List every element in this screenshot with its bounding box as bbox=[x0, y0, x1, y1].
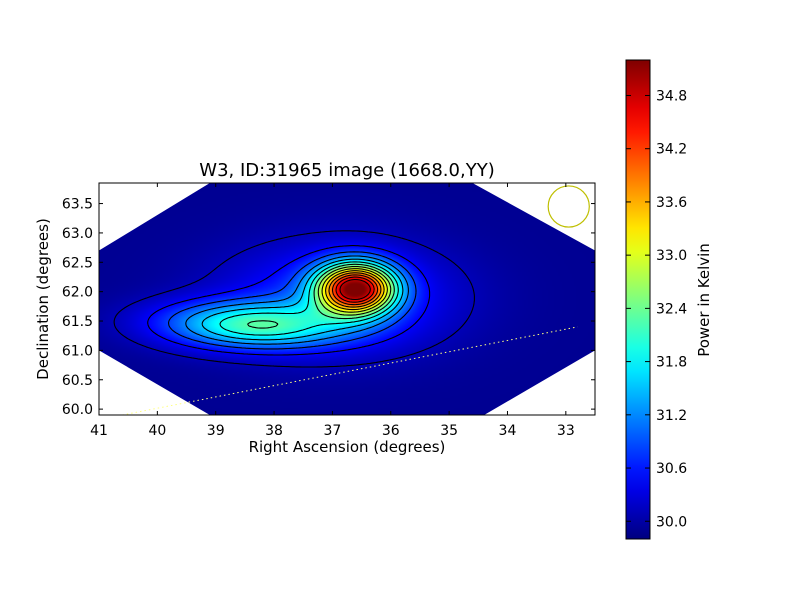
colorbar-tick-label: 30.6 bbox=[656, 461, 687, 477]
contour-level bbox=[321, 268, 388, 313]
x-tick-label: 37 bbox=[323, 423, 341, 439]
plot-area: 41 40 39 38 37 36 35 34 33 60.060.561.061.562.06… bbox=[62, 182, 596, 439]
colorbar-tick-label: 31.8 bbox=[656, 355, 687, 371]
intensity-map bbox=[99, 183, 595, 415]
contour-level bbox=[339, 279, 371, 301]
y-tick-label: 60.5 bbox=[62, 373, 93, 389]
chart-title: W3, ID:31965 image (1668.0,YY) bbox=[199, 160, 494, 181]
overlays bbox=[122, 185, 590, 415]
x-tick-label: 41 bbox=[90, 423, 108, 439]
colorbar-tick-label: 33.0 bbox=[656, 248, 687, 264]
colorbar-tick-label: 34.8 bbox=[656, 88, 687, 104]
y-tick-label: 61.5 bbox=[62, 314, 93, 330]
x-axis-label: Right Ascension (degrees) bbox=[249, 438, 446, 456]
galactic-plane-line bbox=[122, 326, 578, 415]
contour-level bbox=[219, 261, 399, 336]
y-tick-label: 62.5 bbox=[62, 255, 93, 271]
y-tick-label: 63.5 bbox=[62, 197, 93, 213]
contour-level bbox=[325, 270, 385, 311]
x-axis: 41 40 39 38 37 36 35 34 33 bbox=[90, 183, 575, 439]
x-tick-label: 39 bbox=[207, 423, 225, 439]
colorbar-bar bbox=[625, 59, 651, 540]
contour-level bbox=[185, 255, 409, 345]
contour-level bbox=[331, 274, 379, 306]
x-tick-label: 34 bbox=[499, 423, 517, 439]
contour-level bbox=[328, 272, 382, 308]
x-tick-label: 33 bbox=[557, 423, 575, 439]
x-tick-label: 35 bbox=[440, 423, 458, 439]
colorbar: 30.0 30.6 31.2 31.8 32.4 33.0 33.6 34.2 34.8 Pow… bbox=[625, 59, 713, 540]
contour-lines bbox=[113, 230, 475, 368]
x-tick-label: 36 bbox=[382, 423, 400, 439]
contour-level bbox=[168, 251, 417, 350]
x-tick-label: 40 bbox=[148, 423, 166, 439]
contour-level bbox=[317, 266, 392, 316]
x-tick-label: 38 bbox=[265, 423, 283, 439]
y-axis: 60.0 60.5 61.0 61.5 62.0 62.5 63.0 63.5 bbox=[62, 197, 595, 418]
y-tick-label: 61.0 bbox=[62, 343, 93, 359]
y-tick-label: 62.0 bbox=[62, 285, 93, 301]
colorbar-tick-label: 32.4 bbox=[656, 301, 687, 317]
colorbar-tick-label: 33.6 bbox=[656, 195, 687, 211]
y-tick-label: 60.0 bbox=[62, 402, 93, 418]
colorbar-tick-label: 31.2 bbox=[656, 408, 687, 424]
plot-frame bbox=[98, 182, 596, 416]
colorbar-tick-label: 34.2 bbox=[656, 142, 687, 158]
contour-level bbox=[247, 263, 395, 329]
contour-level bbox=[147, 245, 431, 356]
y-tick-label: 63.0 bbox=[62, 226, 93, 242]
contour-level bbox=[201, 258, 404, 341]
heatmap-image bbox=[99, 183, 595, 415]
colorbar-tick-label: 30.0 bbox=[656, 514, 687, 530]
beam-circle bbox=[547, 185, 590, 228]
colorbar-ticks: 30.0 30.6 31.2 31.8 32.4 33.0 33.6 34.2 34.8 bbox=[626, 88, 687, 530]
colorbar-label: Power in Kelvin bbox=[695, 243, 713, 357]
contour-level bbox=[113, 230, 475, 368]
contour-level bbox=[335, 276, 375, 303]
y-axis-label: Declination (degrees) bbox=[34, 218, 52, 380]
